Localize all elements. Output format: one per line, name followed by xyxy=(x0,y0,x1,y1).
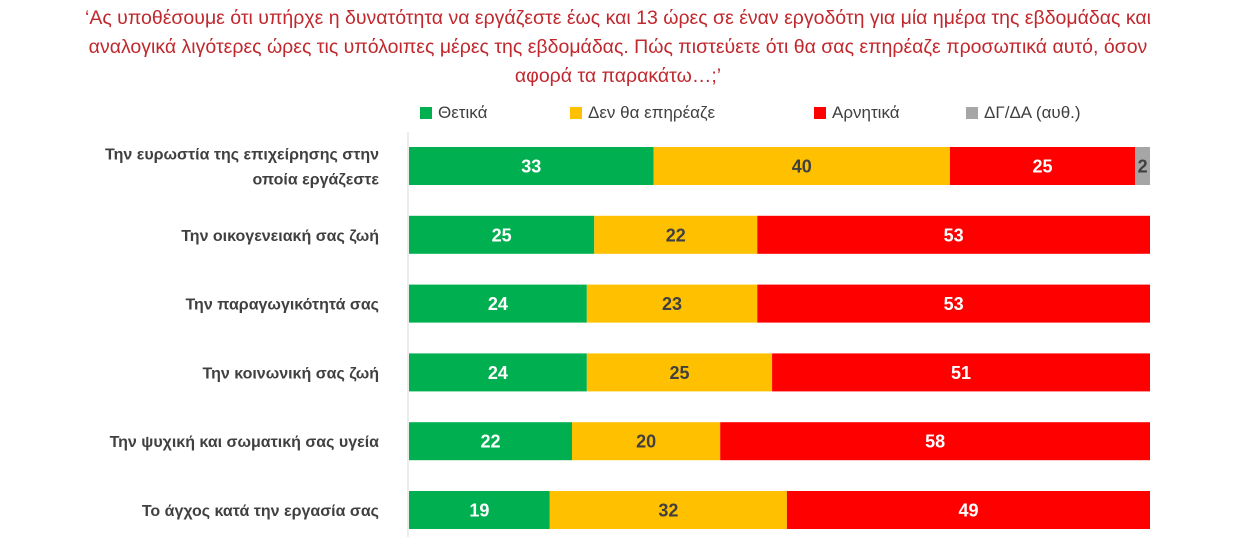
data-label: 25 xyxy=(1033,157,1053,177)
bar-segment-3 xyxy=(772,353,1150,392)
bar-segment-4 xyxy=(1135,147,1150,185)
category-label: Την ευρωστία της επιχείρησης στην οποία ε… xyxy=(105,147,379,189)
title-line-3: αφορά τα παρακάτω…;’ xyxy=(514,65,722,87)
legend-label: Αρνητικά xyxy=(832,103,900,122)
category-label: Την οικογενειακή σας ζωή xyxy=(181,228,379,245)
data-label: 53 xyxy=(944,225,964,245)
title-line-2: αναλογικά λιγότερες ώρες τις υπόλοιπες μ… xyxy=(88,36,1148,58)
category-label: Την ψυχική και σωματική σας υγεία xyxy=(110,434,380,451)
data-label: 40 xyxy=(792,157,812,177)
data-label: 32 xyxy=(658,501,678,521)
legend-item-1: Θετικά xyxy=(420,103,487,123)
category-label: Την κοινωνική σας ζωή xyxy=(202,365,379,382)
data-label: 25 xyxy=(492,225,512,245)
legend-item-4: ΔΓ/ΔΑ (αυθ.) xyxy=(966,103,1081,123)
data-label: 33 xyxy=(521,157,541,177)
bar-segment-2 xyxy=(572,422,721,461)
bar-segment-2 xyxy=(653,147,950,185)
bar-segment-3 xyxy=(949,147,1136,185)
bar-segment-3 xyxy=(720,422,1150,461)
legend-item-2: Δεν θα επηρέαζε xyxy=(570,103,715,123)
category-label: Το άγχος κατά την εργασία σας xyxy=(142,503,379,520)
data-label: 20 xyxy=(636,432,656,452)
legend-label: Θετικά xyxy=(438,103,488,122)
data-label: 53 xyxy=(944,294,964,314)
data-label: 51 xyxy=(951,363,971,383)
legend-label: Δεν θα επηρέαζε xyxy=(588,103,716,122)
data-label: 49 xyxy=(958,501,978,521)
data-label: 19 xyxy=(469,501,489,521)
bar-segment-1 xyxy=(409,147,654,185)
data-label: 24 xyxy=(488,363,508,383)
bar-segment-1 xyxy=(409,215,595,254)
legend-label: ΔΓ/ΔΑ (αυθ.) xyxy=(984,103,1081,122)
legend-item-3: Αρνητικά xyxy=(814,103,900,123)
data-label: 22 xyxy=(480,432,500,452)
legend-swatch xyxy=(420,107,432,119)
bar-segment-2 xyxy=(594,215,758,254)
legend-swatch xyxy=(570,107,582,119)
legend-swatch xyxy=(966,107,978,119)
bar-segment-1 xyxy=(409,353,587,392)
bar-segment-2 xyxy=(586,284,758,323)
bar-segment-1 xyxy=(409,491,550,529)
title-line-1: ‘Ας υποθέσουμε ότι υπήρχε η δυνατότητα ν… xyxy=(85,7,1151,29)
bar-segment-1 xyxy=(409,422,573,461)
chart-title: ‘Ας υποθέσουμε ότι υπήρχε η δυνατότητα ν… xyxy=(0,4,1236,91)
data-label: 2 xyxy=(1138,157,1148,177)
bar-segment-1 xyxy=(409,284,587,323)
bar-segment-3 xyxy=(786,491,1150,529)
bar-segment-2 xyxy=(586,353,773,392)
legend-swatch xyxy=(814,107,826,119)
data-label: 22 xyxy=(666,225,686,245)
data-label: 24 xyxy=(488,294,508,314)
data-label: 58 xyxy=(925,432,945,452)
category-label: Την παραγωγικότητά σας xyxy=(185,297,379,314)
data-label: 23 xyxy=(662,294,682,314)
bar-segment-3 xyxy=(757,284,1150,323)
bar-segment-2 xyxy=(549,491,787,529)
bar-segment-3 xyxy=(757,215,1150,254)
data-label: 25 xyxy=(669,363,689,383)
